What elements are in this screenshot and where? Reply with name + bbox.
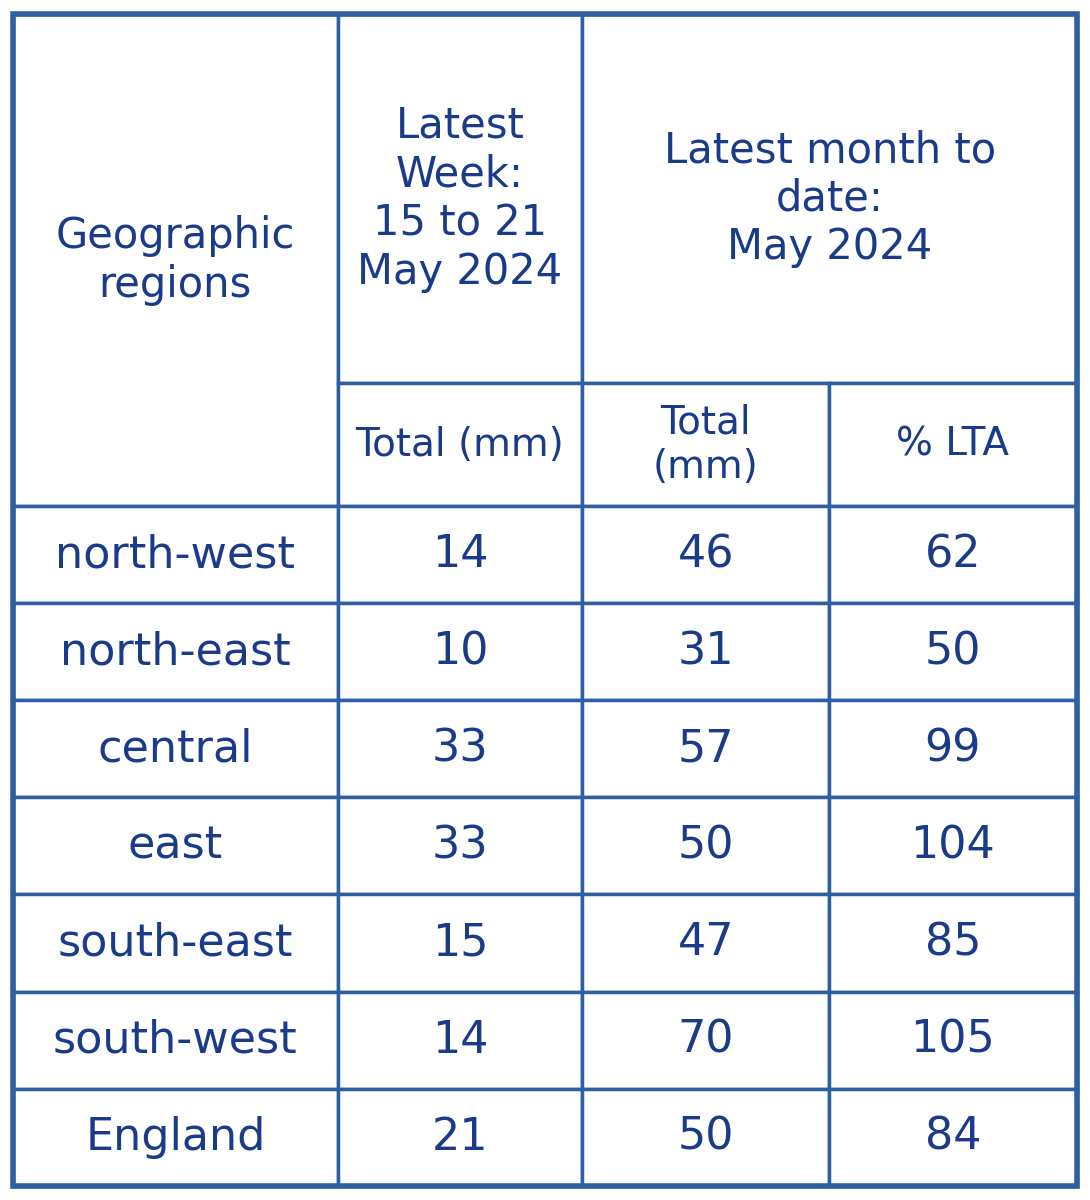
Bar <box>829 604 1077 701</box>
Bar <box>338 798 582 894</box>
Bar <box>582 604 829 701</box>
Bar <box>582 991 829 1088</box>
Text: Latest month to
date:
May 2024: Latest month to date: May 2024 <box>664 130 995 269</box>
Text: Geographic
regions: Geographic regions <box>56 215 295 306</box>
Bar <box>829 894 1077 991</box>
Bar <box>13 604 338 701</box>
Text: 15: 15 <box>432 922 488 965</box>
Text: England: England <box>85 1116 266 1158</box>
Bar <box>13 1088 338 1186</box>
Text: 70: 70 <box>677 1019 734 1062</box>
Text: central: central <box>98 727 253 770</box>
Bar <box>582 701 829 798</box>
Bar <box>582 894 829 991</box>
Bar <box>829 701 1077 798</box>
Text: north-west: north-west <box>56 533 295 576</box>
Bar <box>338 506 582 604</box>
Text: 47: 47 <box>677 922 734 965</box>
Text: 105: 105 <box>910 1019 995 1062</box>
Text: 85: 85 <box>924 922 981 965</box>
Bar <box>582 383 829 506</box>
Bar <box>582 798 829 894</box>
Text: % LTA: % LTA <box>896 426 1009 464</box>
Bar <box>582 14 1077 383</box>
Text: 50: 50 <box>677 824 734 868</box>
Text: 46: 46 <box>677 533 734 576</box>
Bar <box>338 991 582 1088</box>
Bar <box>829 506 1077 604</box>
Bar <box>13 894 338 991</box>
Bar <box>829 383 1077 506</box>
Bar <box>13 506 338 604</box>
Text: 10: 10 <box>432 630 488 673</box>
Bar <box>338 14 582 383</box>
Bar <box>338 1088 582 1186</box>
Bar <box>582 506 829 604</box>
Bar <box>13 701 338 798</box>
Text: Total (mm): Total (mm) <box>355 426 565 464</box>
Bar <box>338 383 582 506</box>
Text: 104: 104 <box>910 824 995 868</box>
Bar <box>338 894 582 991</box>
Text: 99: 99 <box>924 727 981 770</box>
Text: 62: 62 <box>924 533 981 576</box>
Bar <box>338 604 582 701</box>
Text: 21: 21 <box>432 1116 488 1158</box>
Bar <box>829 1088 1077 1186</box>
Text: east: east <box>128 824 223 868</box>
Text: south-west: south-west <box>53 1019 298 1062</box>
Bar <box>829 991 1077 1088</box>
Bar <box>829 798 1077 894</box>
Text: 50: 50 <box>677 1116 734 1158</box>
Text: 33: 33 <box>432 727 488 770</box>
Text: south-east: south-east <box>58 922 293 965</box>
Text: Latest
Week:
15 to 21
May 2024: Latest Week: 15 to 21 May 2024 <box>358 104 562 293</box>
Text: 50: 50 <box>924 630 981 673</box>
Bar <box>582 1088 829 1186</box>
Text: 84: 84 <box>924 1116 981 1158</box>
Bar <box>13 991 338 1088</box>
Bar <box>13 798 338 894</box>
Bar <box>13 14 338 506</box>
Bar <box>338 701 582 798</box>
Text: 31: 31 <box>677 630 734 673</box>
Text: 33: 33 <box>432 824 488 868</box>
Text: Total
(mm): Total (mm) <box>653 404 759 486</box>
Text: north-east: north-east <box>60 630 291 673</box>
Text: 14: 14 <box>432 1019 488 1062</box>
Text: 14: 14 <box>432 533 488 576</box>
Text: 57: 57 <box>677 727 734 770</box>
